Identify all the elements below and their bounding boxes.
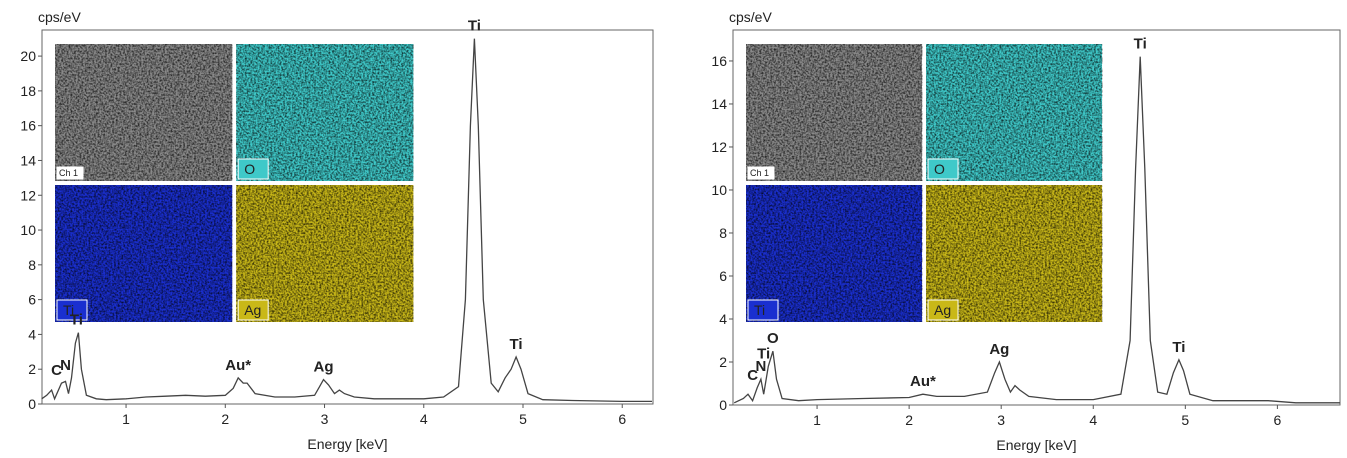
y-tick-label: 2 (719, 354, 727, 370)
x-tick-label: 6 (1273, 412, 1281, 428)
peak-label: Ti (70, 312, 83, 329)
y-tick-label: 20 (20, 48, 36, 64)
y-tick-label: 4 (28, 326, 36, 342)
y-tick-label: 6 (28, 292, 36, 308)
inset-texture (236, 185, 414, 322)
x-tick-label: 3 (321, 411, 329, 427)
peak-label: Ti (1134, 36, 1147, 53)
x-axis-label: Energy [keV] (307, 436, 387, 452)
peak-label: Au* (910, 373, 936, 390)
inset-label-box (56, 299, 88, 321)
inset-label-box (237, 158, 269, 180)
y-tick-label: 18 (20, 83, 36, 99)
y-tick-label: 4 (719, 311, 727, 327)
spectrum-line (733, 56, 1340, 404)
x-tick-label: 5 (1181, 412, 1189, 428)
plot-frame (41, 29, 654, 405)
y-axis-label: cps/eV (38, 9, 81, 25)
inset-label: Ag (244, 302, 261, 318)
x-tick-label: 6 (618, 411, 626, 427)
inset-label: Ch 1 (59, 168, 78, 178)
inset-label: Ti (754, 302, 765, 318)
spectrum-line (41, 38, 652, 403)
peak-label: Au* (225, 357, 251, 374)
peak-label: C (747, 367, 758, 384)
inset-label: Ag (934, 302, 951, 318)
inset-label-box (56, 166, 84, 180)
y-tick-label: 6 (719, 268, 727, 284)
inset-label: O (934, 161, 945, 177)
peak-label: C (51, 362, 62, 379)
y-axis-label: cps/eV (729, 9, 772, 25)
peak-label: N (60, 357, 71, 374)
y-tick-label: 10 (20, 222, 36, 238)
peak-label: Ti (1172, 339, 1185, 356)
inset-label-box (747, 166, 775, 180)
inset-label: Ti (63, 302, 74, 318)
inset-label-box (237, 299, 269, 321)
peak-label: Ti (510, 336, 523, 353)
inset-label-box (927, 299, 959, 321)
peak-label: O (767, 330, 779, 347)
y-tick-label: 0 (719, 397, 727, 413)
inset-label-box (927, 158, 959, 180)
x-tick-label: 5 (519, 411, 527, 427)
peak-label: Ti (468, 18, 481, 35)
inset-texture (926, 44, 1103, 181)
inset-texture (746, 44, 923, 181)
y-tick-label: 12 (20, 187, 36, 203)
y-tick-label: 10 (711, 182, 727, 198)
y-tick-label: 14 (711, 96, 727, 112)
x-tick-label: 2 (221, 411, 229, 427)
plot-frame (732, 29, 1341, 406)
x-tick-label: 3 (997, 412, 1005, 428)
x-tick-label: 1 (122, 411, 130, 427)
peak-label: Ag (989, 341, 1009, 358)
x-tick-label: 2 (905, 412, 913, 428)
x-tick-label: 1 (813, 412, 821, 428)
peak-label: Ti (757, 345, 770, 362)
inset-texture (55, 44, 233, 181)
x-tick-label: 4 (420, 411, 428, 427)
inset-texture (236, 44, 414, 181)
x-tick-label: 4 (1089, 412, 1097, 428)
y-tick-label: 14 (20, 152, 36, 168)
y-tick-label: 16 (20, 118, 36, 134)
inset-texture (55, 185, 233, 322)
peak-label: N (755, 358, 766, 375)
peak-label: Ag (314, 359, 334, 376)
inset-label: Ch 1 (750, 168, 769, 178)
y-tick-label: 8 (719, 225, 727, 241)
y-tick-label: 16 (711, 53, 727, 69)
y-tick-label: 0 (28, 396, 36, 412)
inset-label-box (747, 299, 779, 321)
y-tick-label: 2 (28, 361, 36, 377)
x-axis-label: Energy [keV] (996, 437, 1076, 453)
y-tick-label: 12 (711, 139, 727, 155)
inset-texture (746, 185, 923, 322)
inset-label: O (244, 161, 255, 177)
y-tick-label: 8 (28, 257, 36, 273)
inset-texture (926, 185, 1103, 322)
